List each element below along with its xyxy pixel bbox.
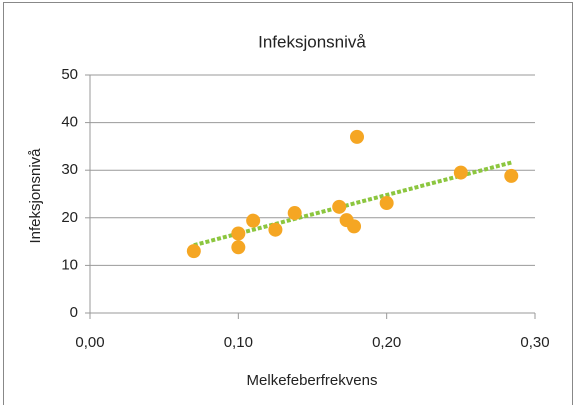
y-tick-label: 50 — [61, 66, 78, 83]
x-tick-label: 0,20 — [372, 334, 401, 351]
point — [332, 199, 347, 214]
chart-border — [3, 2, 573, 405]
point — [231, 240, 246, 255]
y-tick-label: 10 — [61, 256, 78, 273]
point — [246, 213, 261, 228]
point — [350, 129, 364, 144]
point — [287, 206, 302, 221]
y-tick-label: 30 — [61, 161, 78, 178]
point — [268, 222, 283, 237]
y-tick-label: 40 — [61, 114, 78, 131]
point — [453, 165, 468, 180]
x-tick-label: 0,00 — [75, 334, 104, 351]
point — [379, 196, 394, 211]
point — [347, 219, 362, 234]
point — [231, 226, 246, 241]
y-axis-label: Infeksjonsnivå — [27, 148, 44, 244]
y-tick-label: 0 — [70, 304, 78, 321]
x-tick-label: 0,10 — [224, 334, 253, 351]
y-tick-label: 20 — [61, 209, 78, 226]
x-axis-label: Melkefeberfrekvens — [247, 372, 378, 389]
point — [504, 168, 519, 183]
chart-title: Infeksjonsnivå — [258, 32, 366, 51]
point — [186, 244, 201, 259]
x-tick-label: 0,30 — [520, 334, 549, 351]
